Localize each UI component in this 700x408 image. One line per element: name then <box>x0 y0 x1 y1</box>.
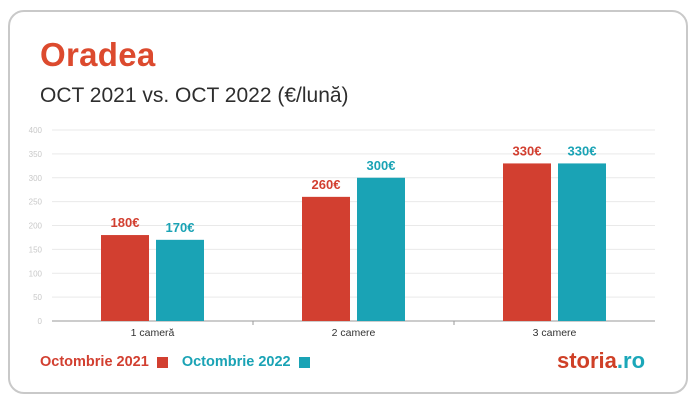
chart-title: Oradea <box>40 36 156 73</box>
legend: Octombrie 2021 Octombrie 2022 <box>40 354 324 370</box>
bar <box>558 163 606 321</box>
legend-swatch-series-1 <box>156 356 168 368</box>
legend-label-series-1: Octombrie 2021 <box>40 354 149 370</box>
y-tick-label: 50 <box>33 293 42 302</box>
x-tick-label: 2 camere <box>332 327 376 339</box>
y-tick-label: 100 <box>29 269 43 278</box>
data-label: 330€ <box>568 143 597 158</box>
logo-text: storia <box>557 348 617 373</box>
legend-swatch-series-2 <box>298 356 310 368</box>
bar <box>302 196 350 321</box>
y-tick-label: 250 <box>29 198 43 207</box>
data-label: 170€ <box>166 220 195 235</box>
y-tick-label: 0 <box>38 317 43 326</box>
x-tick-label: 3 camere <box>533 327 577 339</box>
y-tick-label: 400 <box>29 126 43 135</box>
y-tick-label: 350 <box>29 150 43 159</box>
x-tick-label: 1 cameră <box>131 327 175 339</box>
y-tick-label: 300 <box>29 174 43 183</box>
bar <box>357 177 405 321</box>
legend-label-series-2: Octombrie 2022 <box>181 354 291 370</box>
storia-logo: storia.ro <box>557 348 645 374</box>
y-tick-label: 200 <box>29 222 43 231</box>
bar <box>503 163 551 321</box>
data-label: 260€ <box>312 177 341 192</box>
data-label: 300€ <box>367 158 396 173</box>
data-label: 180€ <box>111 215 140 230</box>
logo-suffix: .ro <box>616 348 646 373</box>
bar <box>101 235 149 321</box>
y-tick-label: 150 <box>29 245 43 254</box>
bar <box>156 239 204 321</box>
chart-subtitle: OCT 2021 vs. OCT 2022 (€/lună) <box>40 84 349 107</box>
data-label: 330€ <box>513 143 542 158</box>
